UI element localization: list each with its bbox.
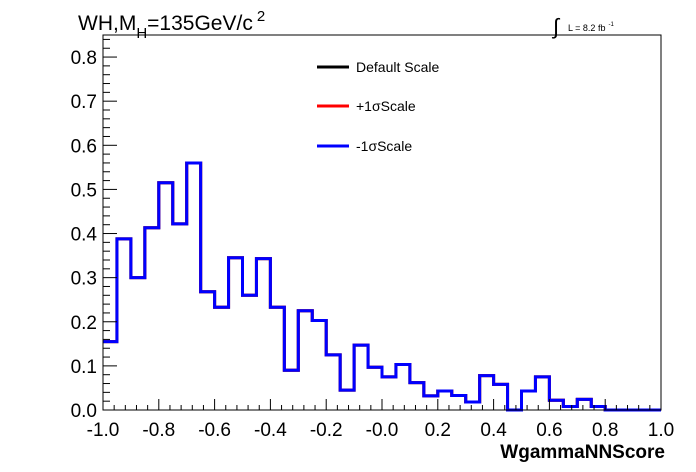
y-tick-label: 0.8: [71, 48, 97, 69]
y-tick-label: 0.5: [71, 180, 97, 201]
lumi-text: L = 8.2 fb: [568, 23, 605, 33]
y-tick-label: 0.0: [71, 401, 97, 422]
title-subscript: H: [136, 25, 147, 42]
y-tick-label: 0.3: [71, 269, 97, 290]
axis-layer: -1.0 -0.8 -0.6 -0.4 -0.2 -0.0 0.2 0.4 0.6 0.8 1.0 0…: [71, 35, 674, 441]
chart-title: WH,MH=135GeV/c 2: [78, 8, 265, 42]
x-tick-label: 0.4: [480, 420, 507, 441]
lumi-annotation: L = 8.2 fb -1: [568, 22, 614, 33]
lumi-integral-icon: ∫: [551, 14, 561, 39]
y-tick-label: 0.6: [71, 136, 97, 157]
x-tick-label: -1.0: [87, 420, 120, 441]
y-tick-label: 0.7: [71, 92, 97, 113]
x-axis-title: WgammaNNScore: [500, 442, 665, 463]
series-layer: [103, 161, 661, 412]
legend-label-default: Default Scale: [356, 59, 439, 75]
y-tick-label: 0.4: [71, 225, 98, 246]
x-tick-label: 1.0: [648, 420, 674, 441]
x-tick-label: -0.4: [254, 420, 287, 441]
series-minus1sigma-scale: [103, 161, 661, 412]
x-tick-label: 0.6: [536, 420, 562, 441]
x-tick-label: 0.2: [425, 420, 451, 441]
x-tick-label: -0.8: [142, 420, 175, 441]
lumi-superscript: -1: [608, 22, 614, 28]
x-tick-label: 0.8: [592, 420, 618, 441]
legend-label-minus1sigma: -1σScale: [356, 138, 412, 154]
x-tick-label: -0.0: [366, 420, 399, 441]
title-value: =135GeV/c: [147, 12, 253, 35]
histogram-step-line: [103, 161, 661, 412]
title-superscript: 2: [257, 8, 265, 25]
legend-label-plus1sigma: +1σScale: [356, 98, 416, 114]
x-tick-label: -0.2: [310, 420, 343, 441]
legend: Default Scale +1σScale -1σScale: [317, 59, 439, 154]
y-tick-label: 0.1: [71, 357, 97, 378]
title-base: WH,M: [78, 12, 136, 35]
x-tick-label: -0.6: [198, 420, 231, 441]
y-tick-label: 0.2: [71, 313, 97, 334]
